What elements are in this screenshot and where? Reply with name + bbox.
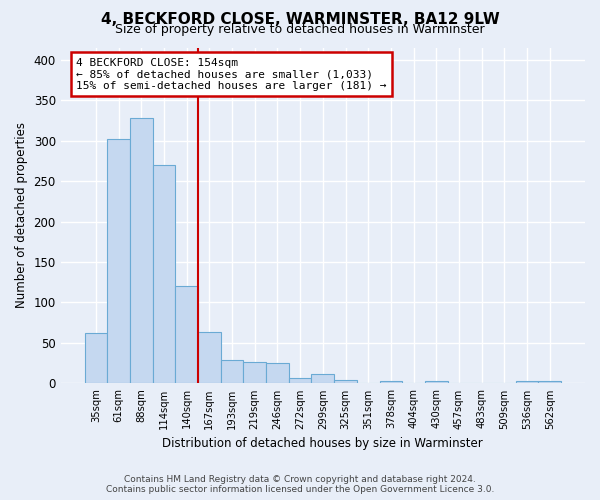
X-axis label: Distribution of detached houses by size in Warminster: Distribution of detached houses by size …	[163, 437, 483, 450]
Text: 4 BECKFORD CLOSE: 154sqm
← 85% of detached houses are smaller (1,033)
15% of sem: 4 BECKFORD CLOSE: 154sqm ← 85% of detach…	[76, 58, 387, 91]
Bar	[289, 378, 311, 384]
Bar	[516, 381, 538, 384]
Bar	[107, 139, 130, 384]
Bar	[175, 286, 198, 384]
Bar	[334, 380, 357, 384]
Bar	[85, 333, 107, 384]
Text: Contains HM Land Registry data © Crown copyright and database right 2024.
Contai: Contains HM Land Registry data © Crown c…	[106, 474, 494, 494]
Bar	[152, 165, 175, 384]
Bar	[311, 374, 334, 384]
Bar	[198, 332, 221, 384]
Text: Size of property relative to detached houses in Warminster: Size of property relative to detached ho…	[115, 22, 485, 36]
Bar	[538, 381, 561, 384]
Bar	[130, 118, 152, 384]
Text: 4, BECKFORD CLOSE, WARMINSTER, BA12 9LW: 4, BECKFORD CLOSE, WARMINSTER, BA12 9LW	[101, 12, 499, 28]
Bar	[244, 362, 266, 384]
Bar	[266, 363, 289, 384]
Bar	[380, 381, 402, 384]
Y-axis label: Number of detached properties: Number of detached properties	[15, 122, 28, 308]
Bar	[425, 381, 448, 384]
Bar	[221, 360, 244, 384]
